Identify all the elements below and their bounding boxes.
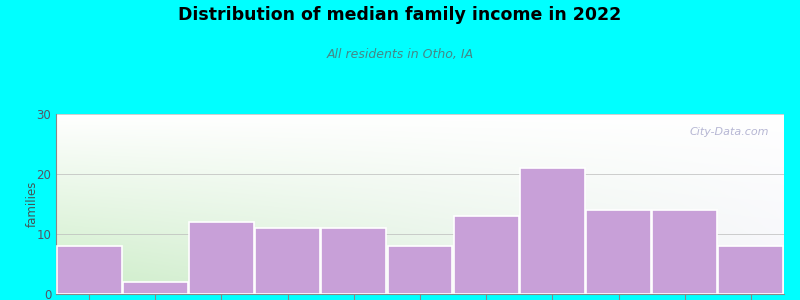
Bar xyxy=(189,222,254,294)
Text: All residents in Otho, IA: All residents in Otho, IA xyxy=(326,48,474,61)
Text: Distribution of median family income in 2022: Distribution of median family income in … xyxy=(178,6,622,24)
Bar xyxy=(57,246,122,294)
Bar xyxy=(520,168,585,294)
Bar xyxy=(255,228,320,294)
Bar xyxy=(387,246,453,294)
Bar xyxy=(454,216,518,294)
Bar xyxy=(586,210,651,294)
Text: City-Data.com: City-Data.com xyxy=(690,127,770,136)
Bar xyxy=(652,210,717,294)
Bar xyxy=(322,228,386,294)
Y-axis label: families: families xyxy=(26,181,38,227)
Bar xyxy=(718,246,783,294)
Bar xyxy=(123,282,188,294)
